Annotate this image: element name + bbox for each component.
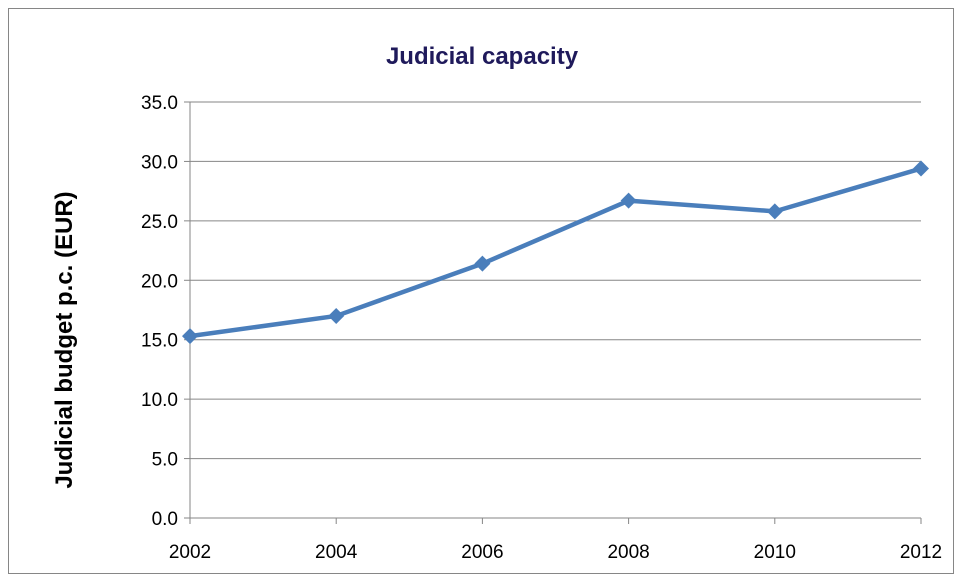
data-point-marker bbox=[182, 328, 198, 345]
series bbox=[182, 160, 929, 345]
y-tick-label: 20.0 bbox=[141, 271, 178, 292]
data-point-marker bbox=[766, 203, 783, 220]
y-tick-label: 15.0 bbox=[141, 331, 178, 352]
x-tick-label: 2002 bbox=[169, 542, 211, 563]
y-tick-label: 0.0 bbox=[152, 509, 178, 530]
axes bbox=[184, 101, 922, 524]
gridlines bbox=[190, 101, 921, 460]
data-point-marker bbox=[328, 307, 345, 324]
x-tick-label: 2012 bbox=[900, 542, 942, 563]
data-point-marker bbox=[620, 192, 637, 209]
chart-title: Judicial capacity bbox=[386, 43, 579, 70]
y-tick-label: 10.0 bbox=[141, 390, 178, 411]
y-tick-label: 25.0 bbox=[141, 212, 178, 233]
x-tick-label: 2006 bbox=[461, 542, 503, 563]
series-line bbox=[187, 166, 924, 339]
data-point-marker bbox=[913, 160, 929, 177]
y-tick-label: 35.0 bbox=[141, 93, 178, 114]
y-tick-label: 30.0 bbox=[141, 152, 178, 173]
x-tick-label: 2010 bbox=[754, 542, 796, 563]
y-tick-label: 5.0 bbox=[152, 450, 178, 471]
y-axis-label: Judicial budget p.c. (EUR) bbox=[51, 191, 78, 488]
y-tick-labels: 0.0 5.0 10.0 15.0 20.0 25.0 30.0 35.0 bbox=[141, 93, 178, 530]
x-tick-label: 2004 bbox=[315, 542, 358, 563]
x-tick-label: 2008 bbox=[607, 542, 649, 563]
x-tick-labels: 2002 2004 2006 2008 2010 2012 bbox=[169, 542, 942, 563]
data-point-marker bbox=[474, 255, 491, 272]
